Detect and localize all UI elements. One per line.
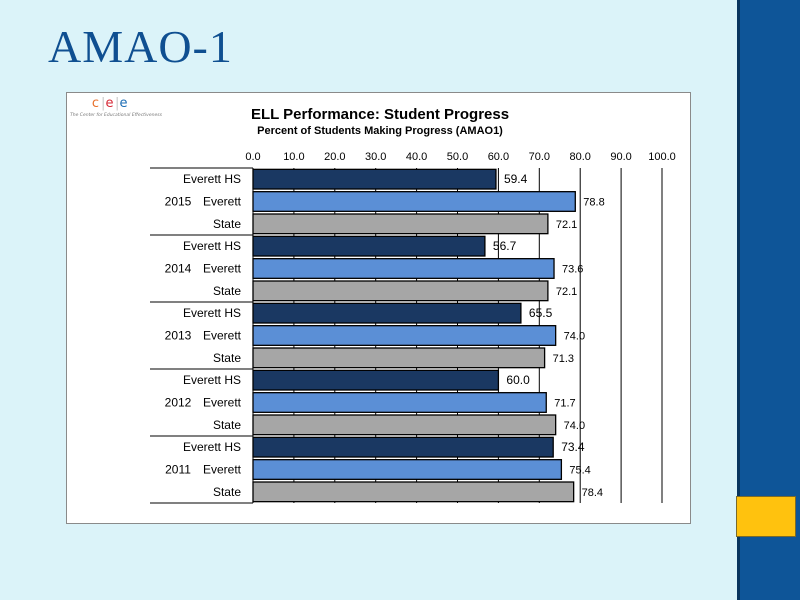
logo-separator: | xyxy=(101,96,106,111)
data-label: 72.1 xyxy=(556,219,577,231)
bar xyxy=(252,168,497,190)
category-label: Everett xyxy=(203,195,242,209)
category-label: State xyxy=(213,351,241,365)
data-label: 56.7 xyxy=(493,239,517,253)
data-label: 73.4 xyxy=(561,440,585,454)
category-label: State xyxy=(213,284,241,298)
year-label: 2015 xyxy=(165,195,192,209)
data-label: 74.0 xyxy=(564,420,585,432)
logo-letter-e2: e xyxy=(119,96,128,111)
bar xyxy=(252,258,555,279)
data-label: 78.4 xyxy=(582,487,603,499)
category-label: Everett HS xyxy=(183,306,241,320)
category-label: State xyxy=(213,485,241,499)
data-label: 78.8 xyxy=(583,197,604,209)
year-label: 2013 xyxy=(165,329,192,343)
category-label: Everett xyxy=(203,396,242,410)
right-bar-edge xyxy=(737,0,740,600)
bar xyxy=(252,280,549,302)
data-label: 74.0 xyxy=(564,331,585,343)
category-label: State xyxy=(213,217,241,231)
data-label: 73.6 xyxy=(562,264,583,276)
data-label: 60.0 xyxy=(506,373,530,387)
x-tick-label: 100.0 xyxy=(648,151,676,163)
chart-title: ELL Performance: Student Progress xyxy=(250,106,510,123)
cee-logo: c |e |e The Center for Educational Effecti… xyxy=(70,97,162,123)
bar xyxy=(252,414,557,436)
category-label: Everett HS xyxy=(183,172,241,186)
logo-letter-c: c xyxy=(91,96,100,111)
x-tick-label: 80.0 xyxy=(569,151,590,163)
bar xyxy=(252,369,500,391)
category-label: Everett xyxy=(203,329,242,343)
x-tick-label: 40.0 xyxy=(406,151,427,163)
logo-letters: c |e |e xyxy=(90,97,129,111)
category-label: Everett HS xyxy=(183,373,241,387)
bar xyxy=(252,436,554,458)
year-label: 2011 xyxy=(165,463,191,477)
accent-square xyxy=(736,496,796,537)
year-label: 2012 xyxy=(165,396,192,410)
data-label: 71.7 xyxy=(554,398,575,410)
category-label: Everett xyxy=(203,262,242,276)
category-label: Everett HS xyxy=(183,239,241,253)
data-label: 59.4 xyxy=(504,172,528,186)
bar xyxy=(252,347,546,369)
bar xyxy=(252,213,549,235)
bar xyxy=(252,235,486,257)
data-label: 72.1 xyxy=(556,286,577,298)
x-tick-label: 60.0 xyxy=(488,151,509,163)
x-tick-label: 70.0 xyxy=(529,151,550,163)
data-label: 71.3 xyxy=(553,353,574,365)
x-tick-label: 0.0 xyxy=(245,151,260,163)
data-label: 75.4 xyxy=(569,465,590,477)
year-label: 2014 xyxy=(165,262,192,276)
bar xyxy=(252,191,576,212)
bar xyxy=(252,325,557,346)
logo-letter-e1: e xyxy=(105,96,114,111)
bar xyxy=(252,459,563,480)
chart-subtitle: Percent of Students Making Progress (AMA… xyxy=(257,125,503,137)
bar xyxy=(252,481,575,503)
x-tick-label: 50.0 xyxy=(447,151,468,163)
category-label: State xyxy=(213,418,241,432)
x-tick-label: 10.0 xyxy=(283,151,304,163)
slide-title: AMAO-1 xyxy=(48,21,233,72)
logo-tagline: The Center for Educational Effectiveness xyxy=(70,113,162,118)
x-tick-label: 30.0 xyxy=(365,151,386,163)
bar xyxy=(252,302,522,324)
category-label: Everett xyxy=(203,463,242,477)
data-label: 65.5 xyxy=(529,306,553,320)
bar xyxy=(252,392,547,413)
x-tick-label: 90.0 xyxy=(610,151,631,163)
logo-separator: | xyxy=(115,96,120,111)
x-tick-label: 20.0 xyxy=(324,151,345,163)
category-label: Everett HS xyxy=(183,440,241,454)
